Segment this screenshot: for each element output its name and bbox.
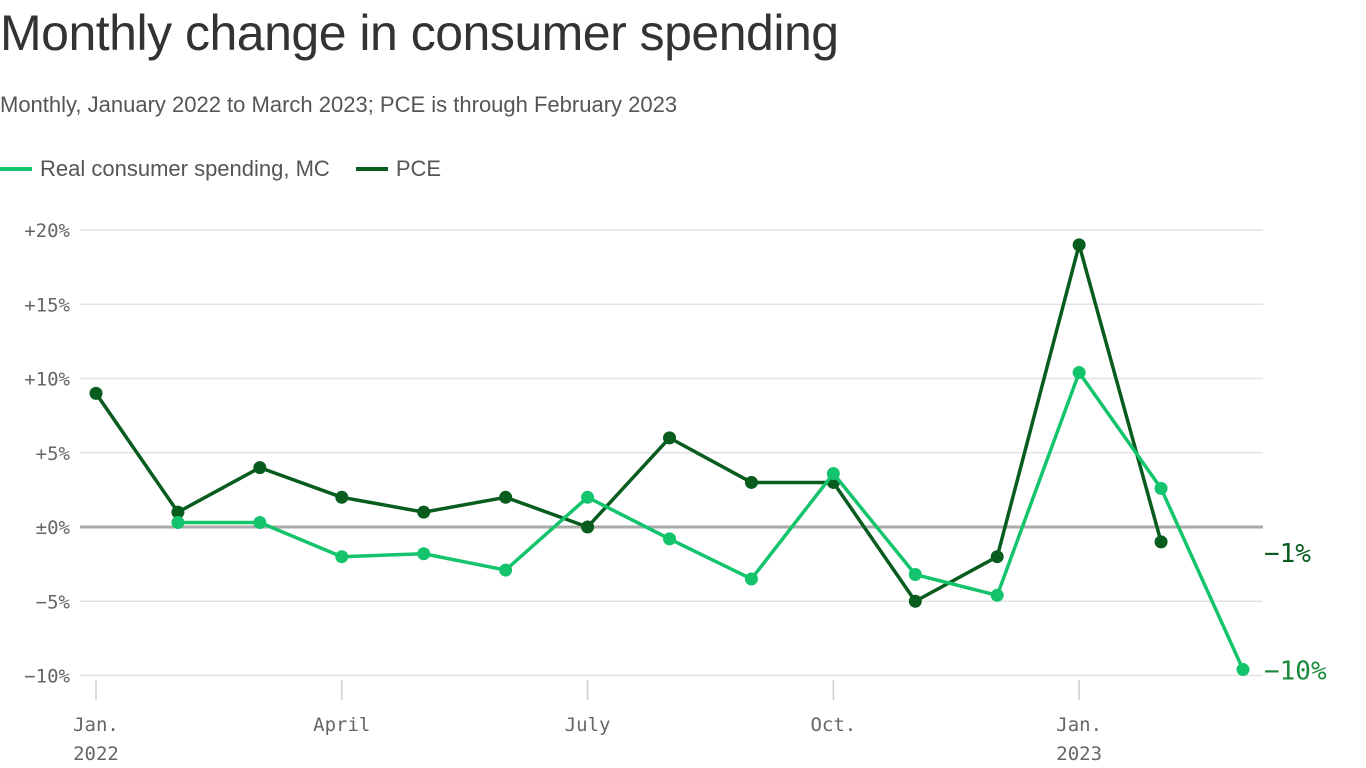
data-point-pce <box>499 490 513 504</box>
x-tick-label-year: 2023 <box>1056 743 1102 765</box>
x-tick-label-year: 2022 <box>73 743 119 765</box>
x-tick-label: Oct. <box>810 714 856 736</box>
data-point-pce <box>1154 535 1168 549</box>
end-label-mc: −10% <box>1264 657 1327 687</box>
y-tick-label: ±0% <box>36 517 71 539</box>
data-point-mc <box>1154 481 1168 495</box>
data-point-pce <box>1072 238 1086 252</box>
legend-item-mc: Real consumer spending, MC <box>0 156 330 182</box>
data-point-pce <box>253 461 267 475</box>
data-point-pce <box>581 520 595 534</box>
data-point-pce <box>171 505 185 519</box>
end-label-pce: −1% <box>1264 539 1311 569</box>
data-point-mc <box>663 532 676 546</box>
x-tick-label: July <box>565 714 611 736</box>
x-tick-label: Jan. <box>1056 714 1102 736</box>
data-point-mc <box>1072 366 1086 380</box>
series-line-pce <box>94 243 1163 603</box>
legend-swatch-pce <box>355 167 388 171</box>
x-tick-label: April <box>313 714 370 736</box>
y-tick-label: +5% <box>36 443 71 465</box>
data-point-mc <box>335 550 349 564</box>
data-point-pce <box>908 594 922 608</box>
data-point-mc <box>499 563 513 577</box>
data-point-pce <box>417 505 431 519</box>
y-tick-label: +20% <box>24 220 70 242</box>
legend: Real consumer spending, MC PCE <box>0 156 467 182</box>
legend-label-pce: PCE <box>395 156 442 181</box>
legend-item-pce: PCE <box>355 156 442 182</box>
data-point-mc <box>171 516 185 530</box>
chart-title: Monthly change in consumer spending <box>0 5 839 61</box>
data-point-pce <box>89 386 103 400</box>
data-point-pce <box>744 475 758 489</box>
x-tick-label: Jan. <box>73 714 119 736</box>
y-tick-label: −10% <box>24 666 70 688</box>
y-tick-label: +10% <box>24 369 70 391</box>
data-point-mc <box>826 467 840 481</box>
data-point-pce <box>663 431 676 445</box>
data-point-pce <box>335 490 349 504</box>
chart-subtitle: Monthly, January 2022 to March 2023; PCE… <box>0 92 678 117</box>
data-point-mc <box>253 516 267 530</box>
data-point-mc <box>744 572 758 586</box>
data-point-mc <box>581 490 595 504</box>
data-point-mc <box>417 547 431 561</box>
data-point-pce <box>990 550 1004 564</box>
legend-swatch-mc <box>0 167 32 171</box>
series-line-mc <box>177 370 1245 671</box>
data-point-mc <box>990 588 1004 602</box>
data-point-mc <box>1236 663 1250 677</box>
y-tick-label: −5% <box>36 591 71 613</box>
y-tick-label: +15% <box>24 294 70 316</box>
data-point-mc <box>908 568 922 582</box>
legend-label-mc: Real consumer spending, MC <box>40 156 330 181</box>
